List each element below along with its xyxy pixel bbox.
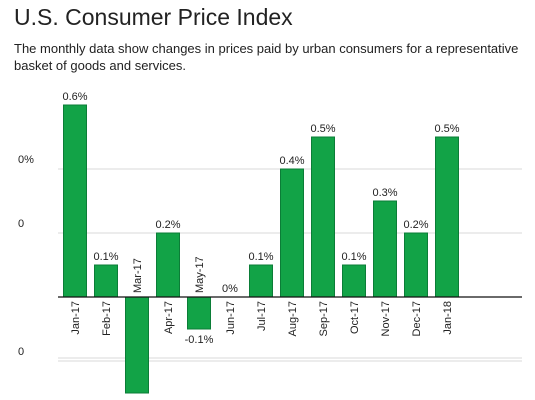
y-tick-label: 0 (18, 346, 24, 358)
bar-dec-17 (404, 232, 428, 298)
data-label: 0.4% (279, 155, 304, 167)
y-tick-label: 0% (18, 154, 34, 166)
data-label: 0.5% (310, 123, 335, 135)
y-tick-label: 0 (18, 218, 24, 230)
data-label: 0% (222, 283, 238, 295)
bars (63, 104, 459, 394)
bar-aug-17 (280, 168, 304, 298)
bar-apr-17 (156, 232, 180, 298)
bar-mar-17 (125, 296, 149, 394)
x-tick-label: Feb-17 (101, 301, 113, 336)
x-tick-label: Jun-17 (225, 301, 237, 335)
data-label: 0.6% (62, 91, 87, 103)
bar-may-17 (187, 296, 211, 330)
bar-jan-17 (63, 104, 87, 298)
data-label: 0.2% (403, 219, 428, 231)
x-tick-label: Mar-17 (132, 258, 144, 293)
data-label: 0.1% (93, 251, 118, 263)
bar-jul-17 (249, 264, 273, 298)
data-label: 0.2% (155, 219, 180, 231)
data-label: 0.3% (372, 187, 397, 199)
data-label: -0.1% (185, 334, 214, 346)
data-label: 0.1% (248, 251, 273, 263)
x-tick-label: Jan-17 (70, 301, 82, 335)
data-label: 0.1% (341, 251, 366, 263)
x-tick-label: Dec-17 (411, 301, 423, 336)
data-label: 0.5% (434, 123, 459, 135)
bar-sep-17 (311, 136, 335, 298)
bar-jan-18 (435, 136, 459, 298)
x-tick-label: May-17 (194, 256, 206, 293)
bar-oct-17 (342, 264, 366, 298)
bar-nov-17 (373, 200, 397, 298)
page-title: U.S. Consumer Price Index (14, 4, 293, 30)
x-tick-label: Jan-18 (442, 301, 454, 335)
y-axis-tick-labels: 0% 0 0 (18, 154, 34, 358)
bar-feb-17 (94, 264, 118, 298)
page-subtitle: The monthly data show changes in prices … (14, 41, 519, 73)
x-tick-label: Sep-17 (318, 301, 330, 336)
x-tick-label: Apr-17 (163, 301, 175, 334)
x-tick-label: Nov-17 (380, 301, 392, 336)
data-labels: 0.6% 0.1% 0.2% -0.1% 0% 0.1% 0.4% 0.5% 0.1% 0.3% 0… (62, 91, 459, 346)
x-tick-label: Aug-17 (287, 301, 299, 336)
x-axis-tick-labels: Jan-17 Feb-17 Mar-17 Apr-17 May-17 Jun-17 Jul-… (70, 256, 454, 336)
x-tick-label: Oct-17 (349, 301, 361, 334)
x-tick-label: Jul-17 (256, 301, 268, 331)
